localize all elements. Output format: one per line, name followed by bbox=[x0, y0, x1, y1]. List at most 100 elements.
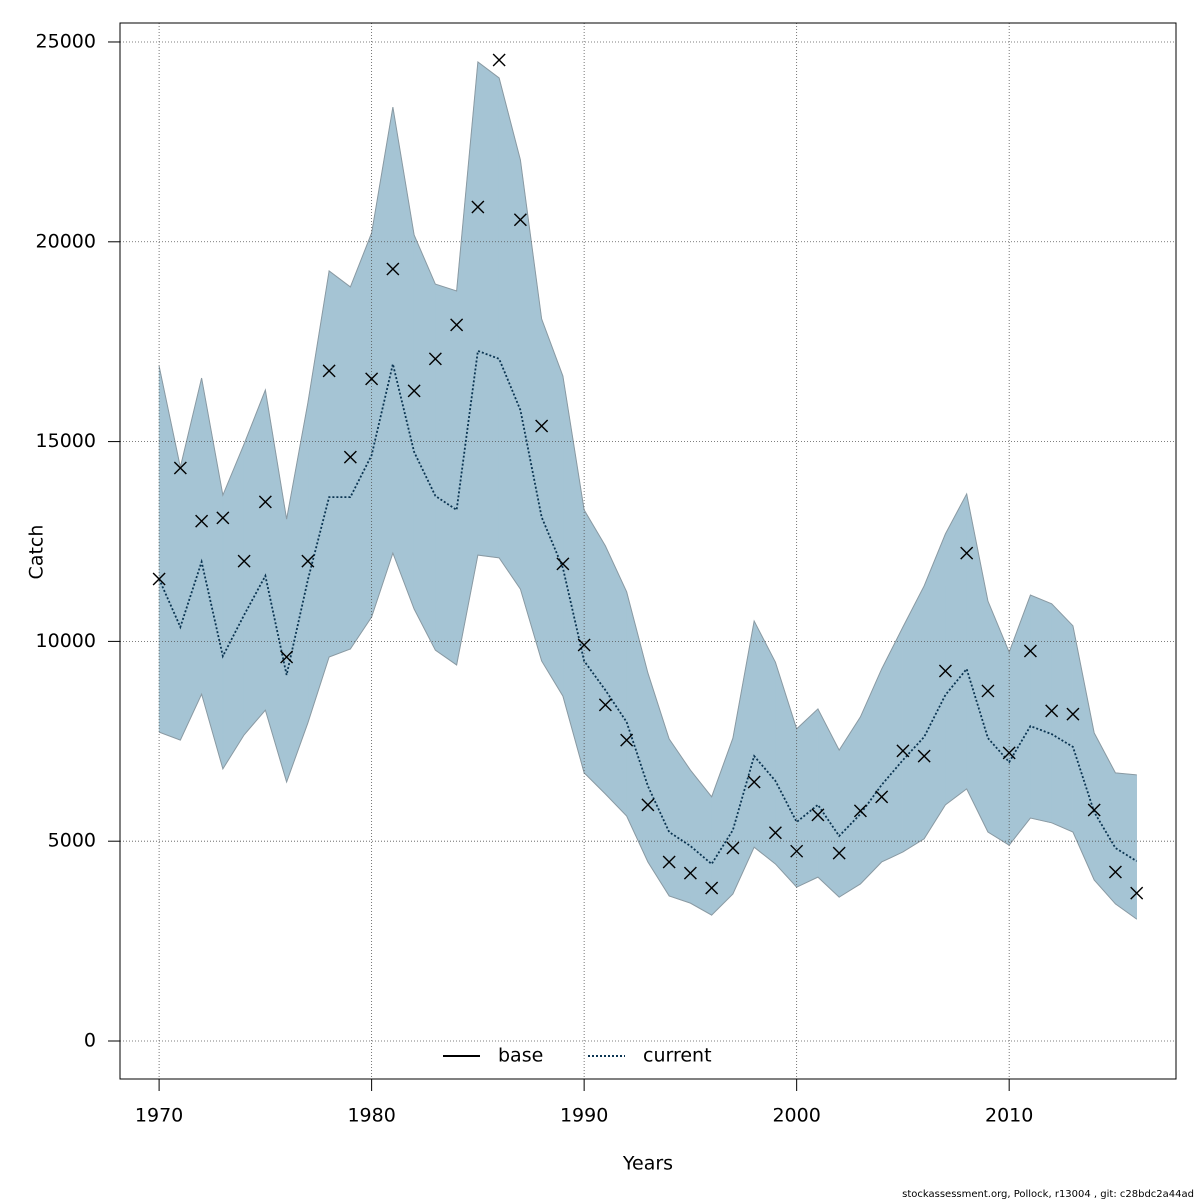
observation-marker bbox=[1045, 704, 1059, 718]
band-segment bbox=[923, 533, 946, 840]
x-axis-label: Years bbox=[622, 1153, 673, 1175]
band-segment bbox=[796, 708, 819, 888]
y-tick-label: 5000 bbox=[48, 830, 96, 852]
band-segment bbox=[562, 376, 585, 773]
observation-marker bbox=[705, 881, 719, 895]
observation-marker bbox=[832, 846, 846, 860]
band-segment bbox=[690, 769, 712, 916]
band-segment bbox=[987, 600, 1010, 846]
footnote: stockassessment.org, Pollock, r13004 , g… bbox=[902, 1189, 1194, 1200]
x-tick-label: 2010 bbox=[985, 1105, 1033, 1127]
band-segment bbox=[392, 107, 415, 610]
band-segment bbox=[243, 389, 266, 736]
band-segment bbox=[541, 318, 564, 698]
observation-marker bbox=[535, 419, 549, 433]
x-tick-label: 2000 bbox=[772, 1105, 820, 1127]
band-segment bbox=[817, 708, 840, 898]
band-segment bbox=[477, 61, 500, 559]
observation-marker bbox=[1087, 803, 1101, 817]
observation-marker bbox=[662, 855, 676, 869]
observation-marker bbox=[556, 557, 570, 571]
y-tick-label: 20000 bbox=[36, 230, 96, 252]
observation-marker bbox=[173, 461, 187, 475]
band-edge bbox=[158, 61, 1137, 798]
observation-marker bbox=[407, 384, 421, 398]
band-segment bbox=[1008, 594, 1031, 847]
observation-marker bbox=[428, 352, 442, 366]
observation-marker bbox=[152, 572, 166, 586]
observation-marker bbox=[492, 53, 506, 67]
band-segment bbox=[435, 283, 457, 666]
band-segment bbox=[583, 508, 606, 795]
band-segment bbox=[350, 232, 372, 650]
observation-marker bbox=[386, 262, 400, 276]
band-segment bbox=[668, 737, 691, 904]
observation-marker bbox=[365, 372, 379, 386]
observation-marker bbox=[875, 790, 889, 804]
band-segment bbox=[902, 585, 925, 853]
observation-marker bbox=[322, 364, 336, 378]
observation-marker bbox=[1108, 865, 1122, 879]
y-tick-label: 15000 bbox=[36, 430, 96, 452]
y-axis-label: Catch bbox=[26, 525, 48, 580]
band-segment bbox=[456, 61, 479, 666]
observation-marker bbox=[1130, 886, 1144, 900]
observation-marker bbox=[513, 213, 527, 227]
band-segment bbox=[520, 159, 542, 662]
band-segment bbox=[1030, 594, 1052, 824]
observation-marker bbox=[896, 744, 910, 758]
observation-marker bbox=[301, 554, 315, 568]
observation-marker bbox=[853, 804, 867, 818]
observation-marker bbox=[577, 638, 591, 652]
band-edge bbox=[158, 551, 1137, 920]
observation-marker bbox=[280, 650, 294, 664]
band-segment bbox=[265, 389, 287, 783]
observation-marker bbox=[471, 200, 485, 214]
observation-marker bbox=[938, 664, 952, 678]
band-segment bbox=[605, 545, 627, 817]
observation-marker bbox=[343, 450, 357, 464]
band-segment bbox=[413, 234, 436, 651]
band-segment bbox=[371, 107, 394, 618]
band-segment bbox=[966, 493, 989, 833]
observation-marker bbox=[1002, 746, 1016, 760]
observation-marker bbox=[195, 514, 209, 528]
band-segment bbox=[1072, 625, 1095, 881]
observation-marker bbox=[216, 511, 230, 525]
observation-marker bbox=[450, 318, 464, 332]
y-tick-label: 25000 bbox=[36, 30, 96, 52]
band-segment bbox=[222, 443, 245, 770]
y-tick-label: 10000 bbox=[36, 630, 96, 652]
observation-marker bbox=[258, 495, 272, 509]
observation-marker bbox=[960, 546, 974, 560]
observation-marker bbox=[768, 826, 782, 840]
legend-label: base bbox=[498, 1045, 543, 1067]
x-tick-label: 1970 bbox=[135, 1105, 183, 1127]
observation-marker bbox=[683, 866, 697, 880]
band-segment bbox=[180, 377, 202, 741]
band-segment bbox=[945, 493, 967, 806]
x-tick-label: 1990 bbox=[560, 1105, 608, 1127]
observation-marker bbox=[1066, 707, 1080, 721]
band-segment bbox=[860, 668, 882, 885]
observation-marker bbox=[620, 733, 634, 747]
band-segment bbox=[328, 270, 351, 658]
observation-marker bbox=[981, 684, 995, 698]
observation-marker bbox=[598, 698, 612, 712]
legend-label: current bbox=[643, 1045, 712, 1067]
x-tick-label: 1980 bbox=[347, 1105, 395, 1127]
observation-marker bbox=[747, 775, 761, 789]
series-line bbox=[158, 349, 1138, 866]
band-segment bbox=[498, 77, 521, 591]
observation-marker bbox=[1023, 644, 1037, 658]
plot-frame bbox=[119, 22, 1177, 1080]
y-tick-label: 0 bbox=[84, 1029, 96, 1051]
observation-marker bbox=[811, 808, 825, 822]
observation-marker bbox=[790, 844, 804, 858]
band-segment bbox=[753, 620, 776, 865]
band-segment bbox=[711, 737, 734, 916]
observation-marker bbox=[917, 749, 931, 763]
observation-marker bbox=[726, 841, 740, 855]
band-segment bbox=[158, 366, 181, 741]
